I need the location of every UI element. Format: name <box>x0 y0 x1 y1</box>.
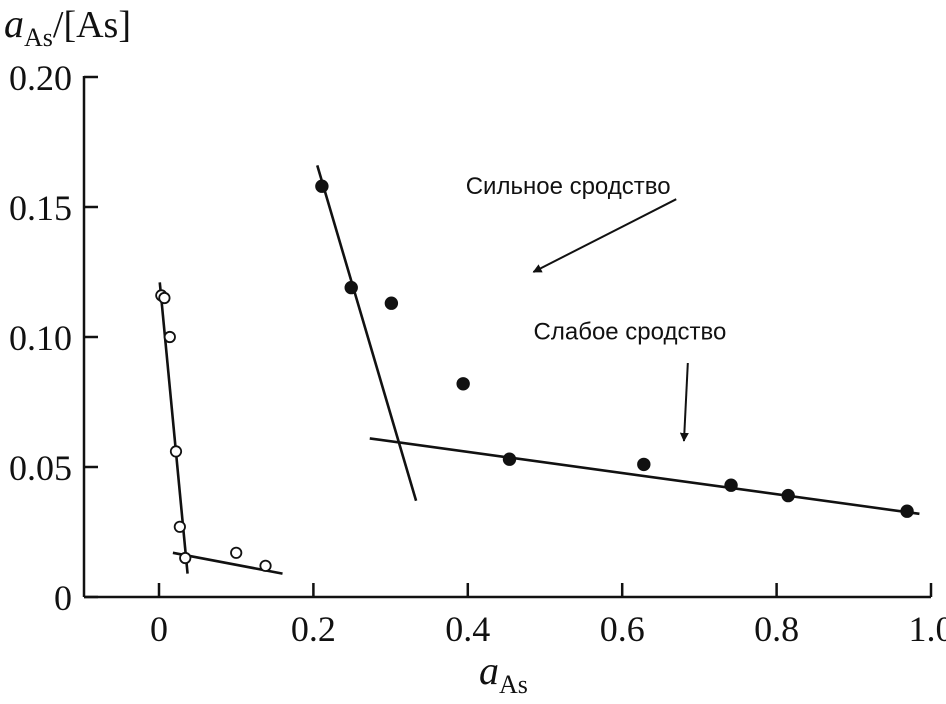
y-tick-label: 0.15 <box>9 188 72 228</box>
filled-point <box>456 377 470 391</box>
filled-point <box>344 280 358 295</box>
y-tick-label: 0.05 <box>9 448 72 488</box>
x-tick-label: 0.4 <box>445 609 490 649</box>
open-point <box>179 551 192 565</box>
y-tick-label: 0.10 <box>9 318 72 358</box>
fit-line-filled-steep <box>316 165 418 502</box>
y-axis-title-rest: /[As] <box>53 4 131 46</box>
x-axis: 0 0.2 0.4 0.6 0.8 1.0 <box>84 583 946 649</box>
y-axis-title: aAs/[As] <box>4 1 131 52</box>
fit-line-filled-shallow <box>369 437 920 516</box>
open-point <box>169 445 183 458</box>
x-tick-label: 0 <box>150 609 168 649</box>
y-axis-title-var: a <box>4 1 24 46</box>
y-axis: 0 0.05 0.10 0.15 0.20 <box>9 58 98 618</box>
filled-point <box>724 478 738 492</box>
open-point <box>259 559 272 572</box>
filled-point <box>637 457 651 472</box>
x-axis-title-sub: As <box>499 670 528 699</box>
x-tick-label: 0.2 <box>291 609 336 649</box>
annotations: Сильное сродство Слабое сродство <box>466 173 727 442</box>
x-tick-label: 0.6 <box>600 609 645 649</box>
y-tick-label: 0 <box>54 578 72 618</box>
x-axis-title-var: a <box>479 648 499 693</box>
strong-affinity-label: Сильное сродство <box>466 173 671 200</box>
filled-point <box>781 488 795 503</box>
filled-point <box>900 504 914 518</box>
x-tick-label: 1.0 <box>909 609 946 649</box>
x-ticks: 0 0.2 0.4 0.6 0.8 1.0 <box>150 583 946 649</box>
y-axis-title-sub: As <box>24 23 53 52</box>
weak-affinity-label: Слабое сродство <box>534 319 727 346</box>
open-point <box>158 291 171 305</box>
fit-lines <box>158 165 920 575</box>
filled-point <box>502 452 517 466</box>
y-ticks: 0 0.05 0.10 0.15 0.20 <box>9 58 98 618</box>
open-point <box>163 330 176 344</box>
filled-point <box>384 296 399 310</box>
x-axis-title: aAs <box>479 648 528 699</box>
data-points <box>155 179 914 572</box>
y-tick-label: 0.20 <box>9 58 72 98</box>
open-point <box>173 520 186 533</box>
filled-point <box>315 179 329 193</box>
x-tick-label: 0.8 <box>754 609 799 649</box>
strong-affinity-arrow <box>532 198 677 273</box>
open-point <box>230 546 243 559</box>
weak-affinity-arrow <box>679 362 689 442</box>
